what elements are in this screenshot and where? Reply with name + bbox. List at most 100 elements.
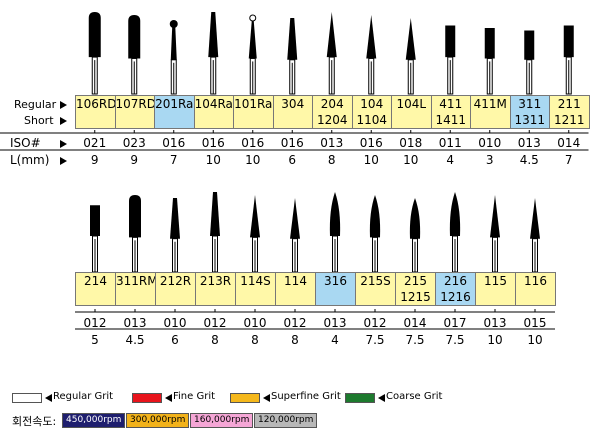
bur-head xyxy=(445,25,456,58)
code: 316 xyxy=(324,274,347,288)
speed-box: 450,000rpm xyxy=(62,413,126,428)
arrow xyxy=(45,394,52,402)
length: 7.5 xyxy=(365,333,385,347)
length: 4.5 xyxy=(519,153,539,167)
iso: 012 xyxy=(203,316,227,330)
bur-head xyxy=(484,28,495,59)
iso: 016 xyxy=(201,136,225,150)
code: 101Ra xyxy=(234,97,273,111)
bur-head xyxy=(170,26,177,60)
code-cell: 114 xyxy=(275,272,316,306)
iso: 017 xyxy=(443,316,467,330)
length: 7.5 xyxy=(445,333,465,347)
bur-head xyxy=(210,192,220,236)
code-cell: 214 xyxy=(75,272,116,306)
code-cell: 212R xyxy=(155,272,196,306)
iso: 016 xyxy=(162,136,186,150)
bur-head xyxy=(449,192,461,236)
code-cell: 106RD xyxy=(75,95,116,129)
code-cell: 104Ra xyxy=(193,95,234,129)
bur-head xyxy=(170,198,180,239)
code-cell: 204 1204 xyxy=(312,95,353,129)
legend-label: Superfine Grit xyxy=(271,391,341,402)
code: 1204 xyxy=(316,113,348,127)
bur-head xyxy=(405,18,416,60)
bur-head xyxy=(563,25,574,58)
legend-label: Fine Grit xyxy=(173,391,216,402)
iso: 011 xyxy=(438,136,462,150)
code-cell: 211 1211 xyxy=(549,95,590,129)
length: 3 xyxy=(485,153,494,167)
bur-head xyxy=(409,198,421,239)
bur-head xyxy=(524,30,535,60)
speed-box: 120,000rpm xyxy=(254,413,318,428)
code-cell: 107RD xyxy=(114,95,156,129)
code-cell: 116 xyxy=(515,272,556,306)
bur-head xyxy=(530,198,540,239)
length: 6 xyxy=(171,333,179,347)
code: 107RD xyxy=(115,97,156,111)
code-cell: 216 1216 xyxy=(435,272,476,306)
iso: 010 xyxy=(243,316,267,330)
iso: 016 xyxy=(280,136,304,150)
code: 216 xyxy=(444,274,467,288)
bur-head xyxy=(369,195,381,238)
code-cell: 104L xyxy=(391,95,432,129)
length: 10 xyxy=(527,333,543,347)
legend-swatch xyxy=(12,393,42,403)
code-cell: 215 1215 xyxy=(395,272,436,306)
iso: 013 xyxy=(320,136,344,150)
code: 204 xyxy=(320,97,344,111)
code: 106RD xyxy=(76,97,117,111)
arrow xyxy=(60,157,67,165)
code: 104L xyxy=(396,97,427,111)
code: 304 xyxy=(281,97,305,111)
bur-head xyxy=(248,21,257,59)
length: 4.5 xyxy=(125,333,145,347)
iso: 014 xyxy=(403,316,427,330)
code: 212R xyxy=(159,274,192,288)
iso: 010 xyxy=(478,136,502,150)
length: 7 xyxy=(564,153,573,167)
code-cell: 215S xyxy=(355,272,396,306)
length: 5 xyxy=(91,333,99,347)
length: 10 xyxy=(487,333,503,347)
code: 104Ra xyxy=(194,97,233,111)
code-cell: 213R xyxy=(195,272,236,306)
length: 9 xyxy=(130,153,139,167)
length: 8 xyxy=(251,333,259,347)
code-cell: 104 1104 xyxy=(351,95,392,129)
bur-head xyxy=(169,20,178,28)
code: 1216 xyxy=(440,290,471,304)
code-cell: 316 xyxy=(315,272,356,306)
iso: 012 xyxy=(83,316,107,330)
bur-head xyxy=(90,205,100,236)
code-cell: 304 xyxy=(272,95,313,129)
bur-head xyxy=(326,12,337,58)
length: 6 xyxy=(288,153,297,167)
code-cell: 201Ra xyxy=(154,95,195,129)
iso: 010 xyxy=(163,316,187,330)
bur-head xyxy=(290,198,300,239)
bur-head xyxy=(366,15,377,59)
code: 114 xyxy=(284,274,307,288)
iso: 013 xyxy=(517,136,541,150)
iso: 021 xyxy=(83,136,107,150)
code-cell: 311RM xyxy=(115,272,158,306)
iso: 023 xyxy=(122,136,146,150)
iso: 012 xyxy=(363,316,387,330)
code: 1211 xyxy=(553,113,585,127)
arrow xyxy=(60,117,67,125)
bur-head xyxy=(249,14,257,22)
length: 7 xyxy=(169,153,178,167)
length: 8 xyxy=(211,333,219,347)
code: 311 xyxy=(518,97,542,111)
length: 8 xyxy=(291,333,299,347)
code: 215S xyxy=(360,274,391,288)
length: 4 xyxy=(331,333,339,347)
bur-head xyxy=(329,192,341,236)
bur-head xyxy=(208,12,219,58)
code-cell: 115 xyxy=(475,272,516,306)
